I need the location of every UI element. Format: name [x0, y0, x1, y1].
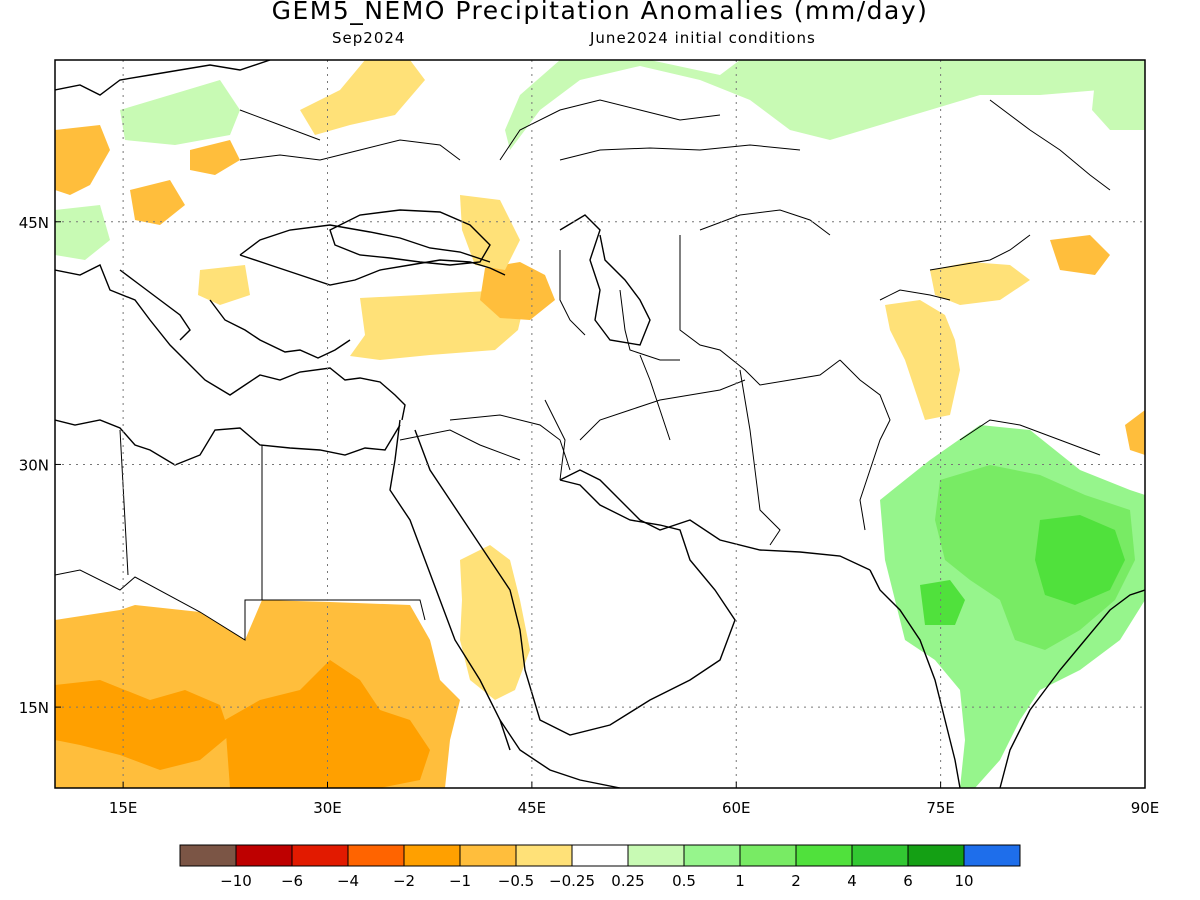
colorbar-swatch [403, 844, 461, 867]
axis-tick-labels: 15E 30E 45E 60E 75E 90E 15N 30N 45N [19, 214, 1160, 817]
lon-tick-label: 30E [313, 799, 342, 817]
colorbar-swatch [291, 844, 349, 867]
colorbar-swatch [179, 844, 237, 867]
colorbar-label: 0.5 [672, 872, 696, 890]
lat-tick-label: 15N [19, 699, 49, 717]
initial-conditions: June2024 initial conditions [590, 29, 816, 47]
colorbar-label: −2 [393, 872, 415, 890]
colorbar-swatch [515, 844, 573, 867]
anomaly-region-caucasus [480, 262, 555, 320]
colorbar-swatch [683, 844, 741, 867]
anomaly-region-arabian-west [460, 545, 530, 700]
colorbar-label: 2 [791, 872, 801, 890]
colorbar-label: 0.25 [611, 872, 644, 890]
colorbar-swatch [795, 844, 853, 867]
colorbar-label: −1 [449, 872, 471, 890]
colorbar-swatch [851, 844, 909, 867]
colorbar-swatch [963, 844, 1021, 867]
colorbar-label: 1 [735, 872, 745, 890]
colorbar-label: −0.25 [549, 872, 595, 890]
colorbar-swatch [235, 844, 293, 867]
forecast-month: Sep2024 [332, 29, 406, 47]
lat-tick-label: 45N [19, 214, 49, 232]
colorbar-swatch [739, 844, 797, 867]
anomaly-region-chad-core [55, 680, 230, 770]
colorbar-swatch [347, 844, 405, 867]
colorbar-swatch [459, 844, 517, 867]
anomaly-region-anatolia [350, 290, 525, 360]
anomaly-region-siberia-north [505, 60, 1145, 150]
national-borders [55, 99, 1111, 641]
colorbar-label: −6 [281, 872, 303, 890]
anomaly-fill-layer [55, 60, 1145, 788]
lon-tick-label: 75E [926, 799, 955, 817]
colorbar-swatch [907, 844, 965, 867]
anomaly-region-bengal-core [1035, 515, 1125, 605]
lon-tick-label: 90E [1131, 799, 1160, 817]
colorbar-label: 6 [903, 872, 913, 890]
lon-tick-label: 45E [518, 799, 547, 817]
anomaly-region-india-east [935, 465, 1135, 650]
map-frame [54, 59, 1146, 789]
anomaly-region-western-china [930, 262, 1030, 305]
lon-tick-label: 15E [109, 799, 138, 817]
coastlines-and-borders [55, 60, 1145, 788]
colorbar-label: −0.5 [498, 872, 534, 890]
anomaly-region-europe-east-dry [300, 60, 425, 135]
colorbar-label: 10 [954, 872, 973, 890]
colorbar-label: −4 [337, 872, 359, 890]
lon-tick-label: 60E [722, 799, 751, 817]
anomaly-region-pakistan-kashmir [885, 300, 960, 420]
colorbar-swatch [627, 844, 685, 867]
colorbar-swatch [571, 844, 629, 867]
colorbar-label: −10 [220, 872, 252, 890]
lat-lon-gridlines [55, 60, 1145, 788]
lat-tick-label: 30N [19, 456, 49, 474]
colorbar-label: 4 [847, 872, 857, 890]
map-title: GEM5_NEMO Precipitation Anomalies (mm/da… [271, 0, 929, 25]
anomaly-region-sudan-core [225, 660, 430, 788]
colorbar: −10 −6 −4 −2 −1 −0.5 −0.25 0.25 0.5 1 2 4 6 10 [179, 844, 1021, 890]
